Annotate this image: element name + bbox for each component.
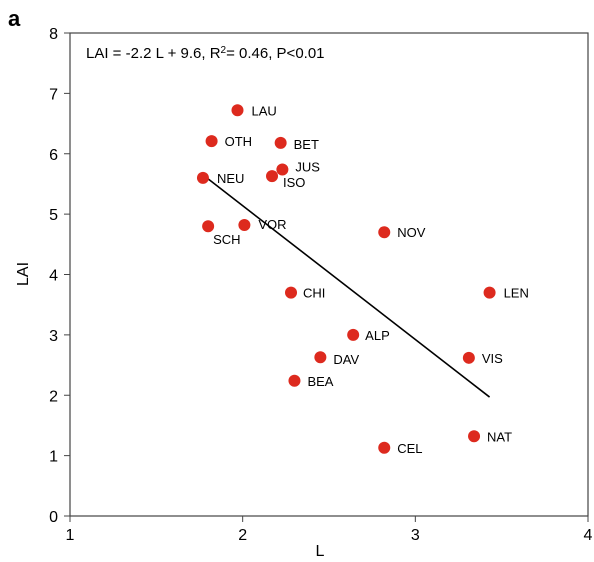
x-tick-label: 1: [66, 527, 75, 544]
x-tick-label: 2: [238, 527, 247, 544]
point-label-lau: LAU: [251, 103, 276, 118]
y-tick-label: 6: [49, 147, 58, 164]
data-point-cel: [378, 441, 391, 454]
data-point-chi: [285, 286, 298, 299]
data-point-nat: [468, 430, 481, 443]
data-point-lau: [231, 104, 244, 117]
equation-text: LAI = -2.2 L + 9.6, R: [86, 45, 221, 62]
y-axis-title: LAI: [15, 262, 32, 286]
panel-label: a: [8, 6, 21, 31]
x-tick-label: 4: [584, 527, 593, 544]
y-tick-label: 8: [49, 26, 58, 43]
data-point-len: [483, 286, 496, 299]
point-label-oth: OTH: [225, 134, 252, 149]
data-point-dav: [314, 351, 327, 364]
y-tick-label: 2: [49, 388, 58, 405]
y-tick-label: 0: [49, 509, 58, 526]
point-label-neu: NEU: [217, 171, 244, 186]
point-label-bea: BEA: [307, 374, 333, 389]
y-tick-label: 7: [49, 86, 58, 103]
point-label-sch: SCH: [213, 232, 240, 247]
data-point-jus: [276, 163, 289, 176]
data-point-bet: [274, 136, 287, 149]
data-point-oth: [205, 135, 218, 148]
point-label-vor: VOR: [258, 217, 286, 232]
point-label-alp: ALP: [365, 328, 390, 343]
point-label-vis: VIS: [482, 351, 503, 366]
point-label-nat: NAT: [487, 429, 512, 444]
y-tick-label: 5: [49, 207, 58, 224]
regression-line: [202, 174, 491, 398]
point-label-dav: DAV: [333, 352, 359, 367]
point-label-nov: NOV: [397, 225, 426, 240]
data-point-alp: [347, 328, 360, 341]
axis-ticks: [64, 32, 589, 522]
y-tick-label: 3: [49, 328, 58, 345]
point-label-len: LEN: [504, 286, 529, 301]
point-label-bet: BET: [294, 137, 319, 152]
equation-text-rest: = 0.46, P<0.01: [226, 45, 324, 62]
data-point-neu: [196, 171, 209, 184]
x-tick-label: 3: [411, 527, 420, 544]
data-point-bea: [288, 374, 301, 387]
data-point-sch: [202, 220, 215, 233]
data-point-iso: [266, 170, 279, 183]
y-tick-label: 1: [49, 449, 58, 466]
point-label-chi: CHI: [303, 286, 325, 301]
regression-equation: LAI = -2.2 L + 9.6, R2= 0.46, P<0.01: [86, 45, 325, 63]
x-axis-title: L: [316, 543, 325, 560]
y-tick-label: 4: [49, 268, 58, 285]
data-point-vor: [238, 218, 251, 231]
data-point-nov: [378, 226, 391, 239]
data-point-vis: [462, 351, 475, 364]
point-label-iso: ISO: [283, 175, 305, 190]
equation-superscript: 2: [221, 45, 227, 56]
point-label-jus: JUS: [295, 159, 320, 174]
point-label-cel: CEL: [397, 441, 422, 456]
